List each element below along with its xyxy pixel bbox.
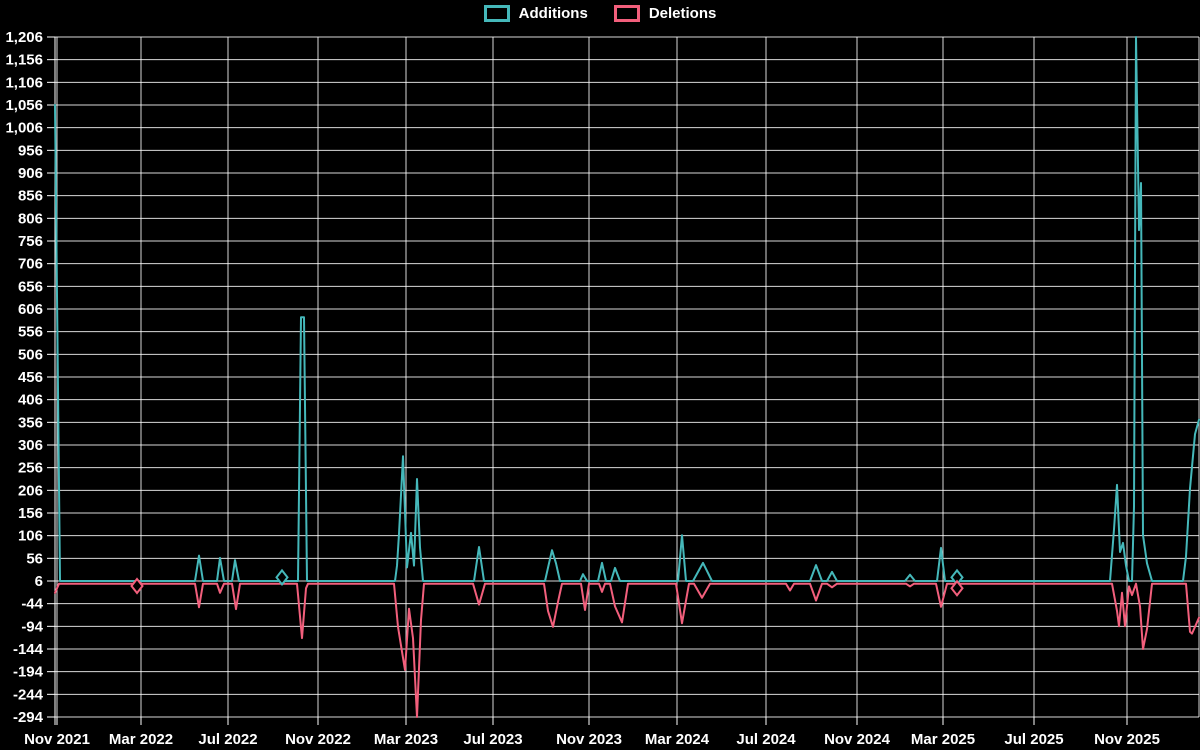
- x-tick-label: Nov 2025: [1094, 731, 1160, 748]
- deletions-line: [54, 582, 1200, 718]
- y-tick-label: 206: [18, 482, 43, 499]
- legend-label-additions: Additions: [518, 5, 588, 22]
- x-tick-label: Jul 2023: [463, 731, 522, 748]
- y-tick-label: 1,106: [5, 74, 43, 91]
- y-tick-label: 856: [18, 188, 43, 205]
- additions-swatch-icon: [483, 5, 510, 22]
- x-tick-label: Mar 2023: [374, 731, 438, 748]
- x-tick-label: Jul 2022: [198, 731, 257, 748]
- y-tick-label: 106: [18, 528, 43, 545]
- y-tick-label: -194: [13, 664, 44, 681]
- y-tick-label: 256: [18, 460, 43, 477]
- y-tick-label: 1,156: [5, 52, 43, 69]
- y-tick-label: 456: [18, 369, 43, 386]
- y-tick-label: 756: [18, 233, 43, 250]
- x-tick-label: Mar 2022: [109, 731, 173, 748]
- x-tick-label: Nov 2021: [24, 731, 90, 748]
- y-tick-label: 1,006: [5, 120, 43, 137]
- deletions-point-marker-icon: [950, 579, 964, 597]
- y-tick-label: 656: [18, 278, 43, 295]
- y-tick-label: 706: [18, 256, 43, 273]
- additions-line: [54, 36, 1200, 582]
- y-tick-label: -94: [21, 618, 43, 635]
- additions-point-marker-icon: [275, 568, 289, 586]
- y-tick-label: 606: [18, 301, 43, 318]
- y-tick-label: 406: [18, 392, 43, 409]
- x-tick-label: Jul 2024: [736, 731, 796, 748]
- y-tick-label: -144: [13, 641, 44, 658]
- x-tick-label: Nov 2023: [556, 731, 622, 748]
- y-tick-label: 1,206: [5, 29, 43, 46]
- y-tick-label: -294: [13, 709, 44, 726]
- y-tick-label: 1,056: [5, 97, 43, 114]
- y-tick-label: 956: [18, 142, 43, 159]
- y-tick-label: -44: [21, 596, 43, 613]
- y-tick-label: 306: [18, 437, 43, 454]
- y-tick-label: 906: [18, 165, 43, 182]
- chart-legend: Additions Deletions: [0, 5, 1200, 22]
- y-tick-label: 806: [18, 210, 43, 227]
- deletions-swatch-icon: [613, 5, 640, 22]
- y-tick-label: 556: [18, 324, 43, 341]
- y-tick-label: 6: [35, 573, 43, 590]
- y-tick-label: 356: [18, 414, 43, 431]
- y-tick-label: 56: [26, 550, 43, 567]
- x-tick-label: Mar 2024: [645, 731, 710, 748]
- y-tick-label: 156: [18, 505, 43, 522]
- deletions-point-marker-icon: [130, 577, 144, 595]
- y-tick-label: 506: [18, 346, 43, 363]
- legend-label-deletions: Deletions: [648, 5, 717, 22]
- legend-item-additions[interactable]: Additions: [483, 5, 588, 22]
- x-tick-label: Nov 2024: [824, 731, 891, 748]
- x-tick-label: Mar 2025: [911, 731, 975, 748]
- legend-item-deletions[interactable]: Deletions: [613, 5, 717, 22]
- y-tick-label: -244: [13, 686, 44, 703]
- x-tick-label: Jul 2025: [1004, 731, 1063, 748]
- x-tick-label: Nov 2022: [285, 731, 351, 748]
